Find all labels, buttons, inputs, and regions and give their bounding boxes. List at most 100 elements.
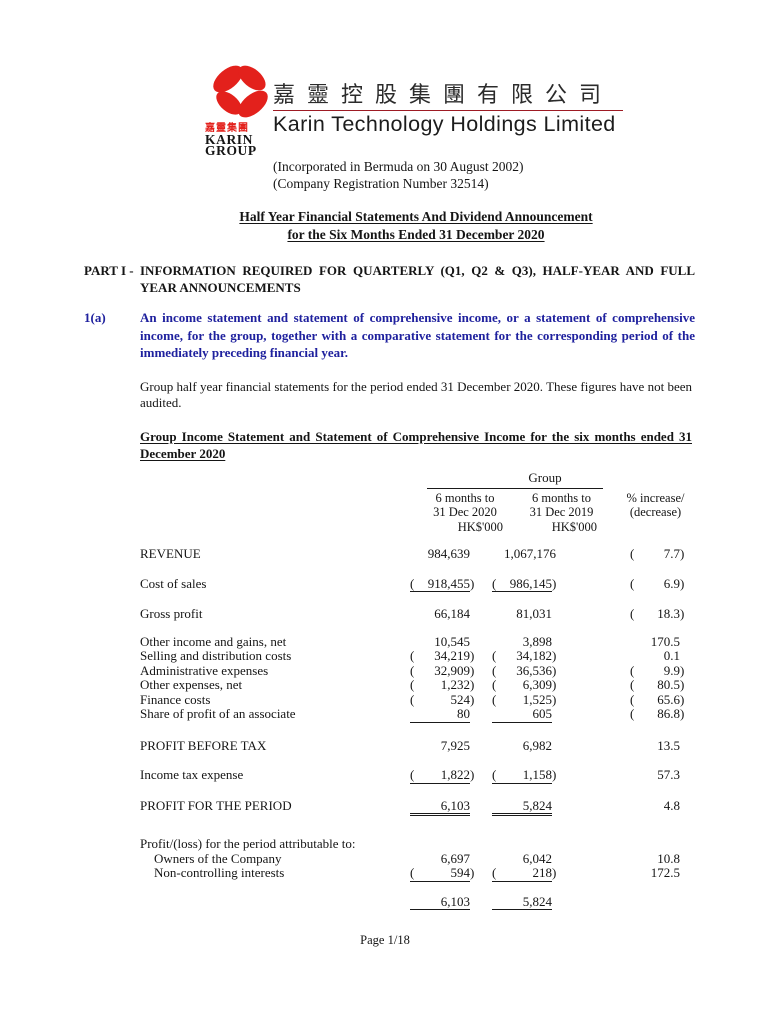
incorporated-line: (Incorporated in Bermuda on 30 August 20…: [273, 159, 524, 174]
statement-row: Administrative expenses (32,909) (36,536) (…: [140, 662, 692, 679]
col-2019-line2: 31 Dec 2019: [529, 505, 594, 519]
statement-row: Other expenses, net (1,232) (6,309) (80.5): [140, 677, 692, 693]
pct-change: (9.9): [630, 662, 685, 678]
pct-change: 13.5: [657, 737, 680, 753]
part-i-text: INFORMATION REQUIRED FOR QUARTERLY (Q1, …: [140, 263, 695, 295]
document-title-line2: for the Six Months Ended 31 December 202…: [287, 227, 545, 242]
company-name-block: 嘉靈控股集團有限公司 Karin Technology Holdings Lim…: [273, 62, 623, 192]
amount-2019: 5,824: [492, 894, 560, 910]
statement-row: Profit/(loss) for the period attributabl…: [140, 836, 692, 852]
income-statement-table: Group 6 months to 31 Dec 2020 HK$'000 6 …: [140, 470, 692, 911]
row-label: Gross profit: [140, 606, 203, 621]
logo-group-name-line1: KARIN: [205, 132, 254, 147]
row-label: Income tax expense: [140, 767, 244, 782]
statement-row: Owners of the Company 6,697 6,042 10.8: [140, 850, 692, 867]
amount-2019: 605: [492, 706, 560, 723]
document-title: Half Year Financial Statements And Divid…: [140, 208, 692, 244]
statement-row: Other income and gains, net 10,545 3,898…: [140, 633, 692, 650]
logo-group-name-line2: GROUP: [205, 143, 257, 158]
amount-2019: (6,309): [492, 677, 557, 692]
amount-2020: (34,219): [410, 648, 475, 663]
pct-change: 170.5: [650, 633, 680, 649]
pct-change: 10.8: [657, 850, 680, 866]
statement-row: Selling and distribution costs (34,219) (3…: [140, 648, 692, 664]
amount-2019: 6,982: [522, 737, 552, 753]
registration-line: (Company Registration Number 32514): [273, 176, 489, 191]
intro-paragraph: Group half year financial statements for…: [140, 378, 692, 410]
document-title-line1: Half Year Financial Statements And Divid…: [239, 209, 593, 224]
amount-2019: (36,536): [492, 662, 557, 678]
row-label: Profit/(loss) for the period attributabl…: [140, 836, 356, 851]
company-name-chinese: 嘉靈控股集團有限公司: [273, 82, 614, 107]
item-1a-text: An income statement and statement of com…: [140, 310, 695, 360]
amount-2020: 6,103: [410, 798, 478, 816]
amount-2020: 66,184: [434, 606, 470, 621]
amount-2020: (524): [410, 691, 475, 707]
amount-2019: 1,067,176: [504, 546, 556, 561]
column-headers: 6 months to 31 Dec 2020 HK$'000 6 months…: [140, 491, 692, 535]
col-2020-line3: HK$'000: [457, 519, 503, 534]
amount-2020: 6,697: [440, 850, 470, 866]
company-logo: 嘉靈集團 KARIN GROUP: [205, 62, 272, 192]
amount-2019: (986,145): [492, 575, 557, 592]
pct-change: 0.1: [663, 648, 680, 663]
column-header-2019: 6 months to 31 Dec 2019 HK$'000: [526, 491, 597, 535]
row-label: [140, 895, 410, 911]
item-1a-label: 1(a): [84, 310, 106, 325]
statement-row: PROFIT BEFORE TAX 7,925 6,982 13.5: [140, 737, 692, 754]
statement-row: Cost of sales (918,455) (986,145) (6.9): [140, 575, 692, 592]
col-pct-line2: (decrease): [629, 505, 682, 519]
row-label: Administrative expenses: [140, 662, 269, 678]
pct-change: (80.5): [630, 677, 685, 692]
pct-change: 4.8: [663, 797, 680, 813]
row-label: Other expenses, net: [140, 677, 243, 692]
part-i-label: PART I -: [84, 263, 134, 278]
part-i-heading: PART I - INFORMATION REQUIRED FOR QUARTE…: [84, 262, 695, 296]
amount-2020: (32,909): [410, 662, 475, 678]
row-label: Finance costs: [140, 691, 211, 707]
group-header-rule: [427, 487, 603, 489]
company-name-english: Karin Technology Holdings Limited: [273, 112, 616, 136]
amount-2019: (34,182): [492, 648, 557, 663]
column-header-2020: 6 months to 31 Dec 2020 HK$'000: [427, 491, 503, 535]
statement-row: Share of profit of an associate 80 605 (…: [140, 706, 692, 723]
column-header-pct: % increase/ (decrease): [620, 491, 691, 535]
row-label: Non-controlling interests: [154, 865, 285, 880]
pct-change: (7.7): [630, 546, 685, 561]
row-label: Share of profit of an associate: [140, 706, 296, 721]
statement-heading: Group Income Statement and Statement of …: [140, 428, 692, 461]
pct-change: (86.8): [630, 706, 685, 721]
row-label: PROFIT BEFORE TAX: [140, 737, 267, 753]
incorporation-details: (Incorporated in Bermuda on 30 August 20…: [273, 158, 623, 192]
amount-2019: 6,042: [522, 850, 552, 866]
amount-2020: (594): [410, 865, 475, 882]
col-pct-line1: % increase/: [626, 490, 685, 505]
page-number: Page 1/18: [360, 933, 410, 947]
col-2019-line1: 6 months to: [531, 490, 592, 505]
statement-row: Gross profit 66,184 81,031 (18.3): [140, 606, 692, 622]
amount-2020: (1,822): [410, 767, 475, 784]
amount-2020: 6,103: [410, 894, 478, 910]
row-label: Other income and gains, net: [140, 633, 287, 649]
amount-2019: (218): [492, 865, 557, 882]
amount-2020: (1,232): [410, 677, 475, 692]
statement-row: Income tax expense (1,822) (1,158) 57.3: [140, 767, 692, 784]
row-label: Cost of sales: [140, 575, 207, 591]
amount-2019: (1,158): [492, 767, 557, 784]
karin-flower-logo-icon: [213, 65, 268, 118]
amount-2019: 3,898: [522, 633, 552, 649]
pct-change: (6.9): [630, 575, 685, 591]
red-divider-rule: [273, 110, 623, 111]
pct-change: 172.5: [650, 865, 680, 880]
statement-row: 6,103 5,824: [140, 894, 692, 911]
amount-2020: 80: [410, 706, 478, 723]
col-2020-line2: 31 Dec 2020: [433, 505, 497, 519]
amount-2020: 984,639: [427, 546, 470, 561]
col-2019-line3: HK$'000: [551, 519, 597, 534]
statement-row: Non-controlling interests (594) (218) 172.…: [140, 865, 692, 882]
logo-group-name-chinese: 嘉靈集團: [205, 123, 249, 134]
amount-2019: 5,824: [492, 798, 560, 816]
amount-2019: 81,031: [516, 606, 552, 621]
row-label: Selling and distribution costs: [140, 648, 292, 663]
